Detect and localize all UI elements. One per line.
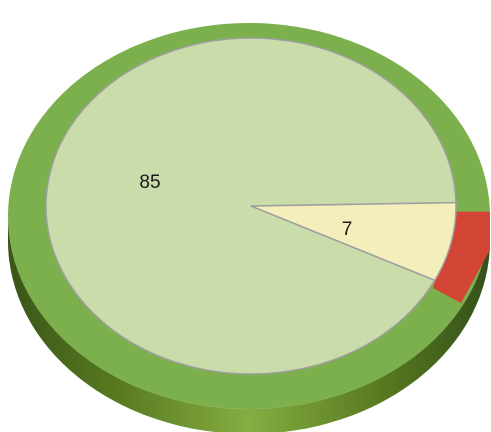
pie-slice-2 [250,201,457,282]
pie-slices [45,37,457,375]
pie-labels: 85 7 [139,172,352,240]
data-label-1: 85 [139,172,160,193]
data-label-2: 7 [342,219,353,240]
